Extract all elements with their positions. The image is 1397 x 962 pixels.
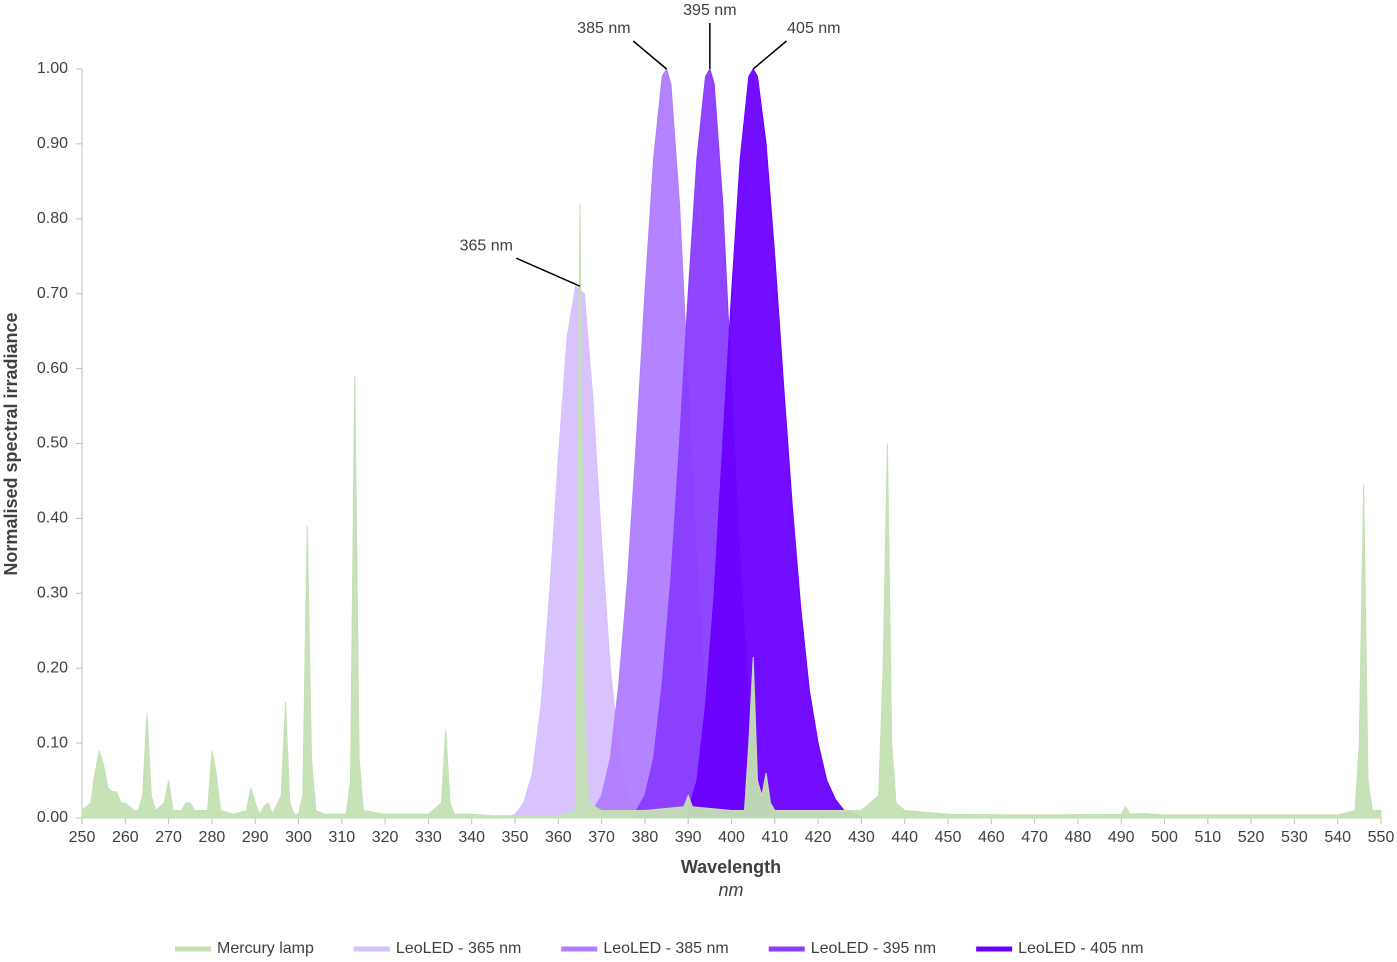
x-tick-label: 500 [1151,829,1178,846]
x-tick-label: 350 [502,829,529,846]
x-tick-label: 340 [458,829,485,846]
x-tick-label: 400 [718,829,745,846]
x-tick-label: 390 [675,829,702,846]
legend-label: LeoLED - 405 nm [1018,940,1143,957]
x-tick-label: 270 [155,829,182,846]
x-tick-label: 510 [1194,829,1221,846]
annotation-label: 395 nm [683,2,736,19]
y-tick-label: 0.50 [37,435,68,452]
legend-label: LeoLED - 385 nm [603,940,728,957]
area [687,68,862,819]
x-tick-label: 470 [1021,829,1048,846]
x-tick-label: 530 [1281,829,1308,846]
x-tick-label: 540 [1324,829,1351,846]
x-tick-label: 450 [935,829,962,846]
x-tick-label: 360 [545,829,572,846]
x-tick-label: 310 [328,829,355,846]
x-axis-unit: nm [718,880,743,900]
y-tick-label: 0.30 [37,585,68,602]
legend-label: Mercury lamp [217,940,314,957]
annotation-label: 405 nm [787,20,840,37]
annotation-leader [752,40,787,70]
x-tick-label: 550 [1368,829,1395,846]
y-tick-label: 0.00 [37,809,68,826]
annotation-leader [632,40,668,70]
y-tick-label: 0.20 [37,659,68,676]
x-tick-label: 250 [69,829,96,846]
x-tick-label: 300 [285,829,312,846]
x-tick-label: 440 [891,829,918,846]
annotation-leader [515,257,581,287]
x-tick-label: 490 [1108,829,1135,846]
x-tick-label: 430 [848,829,875,846]
x-tick-label: 280 [199,829,226,846]
x-axis-label: Wavelength [681,857,781,877]
legend-label: LeoLED - 395 nm [811,940,936,957]
area [81,203,1382,819]
x-tick-label: 380 [632,829,659,846]
y-tick-label: 1.00 [37,60,68,77]
x-tick-label: 420 [805,829,832,846]
y-tick-label: 0.70 [37,285,68,302]
annotation-label: 385 nm [577,20,630,37]
legend-label: LeoLED - 365 nm [396,940,521,957]
x-tick-label: 520 [1238,829,1265,846]
y-tick-label: 0.40 [37,510,68,527]
y-tick-label: 0.80 [37,210,68,227]
x-tick-label: 330 [415,829,442,846]
x-tick-label: 290 [242,829,269,846]
x-tick-label: 480 [1065,829,1092,846]
x-tick-label: 260 [112,829,139,846]
y-tick-label: 0.10 [37,734,68,751]
y-axis-label: Normalised spectral irradiance [1,312,21,575]
annotation-label: 365 nm [460,237,513,254]
y-tick-label: 0.90 [37,135,68,152]
x-tick-label: 460 [978,829,1005,846]
x-tick-label: 320 [372,829,399,846]
x-tick-label: 370 [588,829,615,846]
y-tick-label: 0.60 [37,360,68,377]
x-tick-label: 410 [761,829,788,846]
